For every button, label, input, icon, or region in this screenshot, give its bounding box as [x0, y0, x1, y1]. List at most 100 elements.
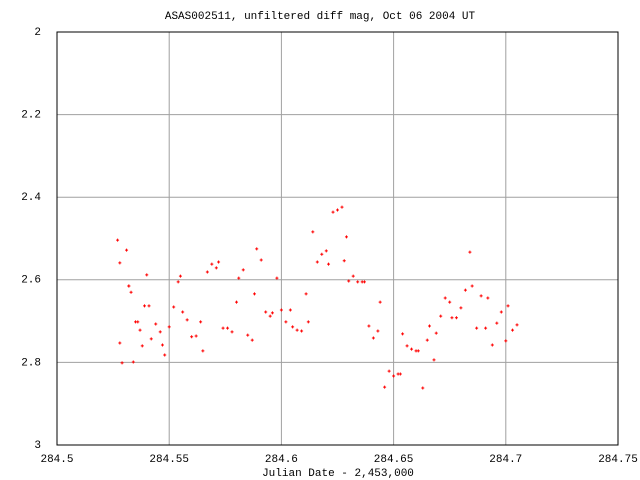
- data-point: [160, 343, 164, 347]
- data-point: [410, 347, 414, 351]
- y-tick-label: 3: [34, 440, 41, 452]
- data-point: [454, 316, 458, 320]
- data-point: [237, 276, 241, 280]
- data-point: [468, 250, 472, 254]
- data-point: [140, 344, 144, 348]
- data-point: [439, 314, 443, 318]
- data-point: [275, 276, 279, 280]
- data-point: [214, 266, 218, 270]
- data-point: [428, 324, 432, 328]
- data-point: [392, 374, 396, 378]
- data-point: [504, 339, 508, 343]
- data-point: [268, 314, 272, 318]
- data-point: [190, 335, 194, 339]
- data-point: [138, 328, 142, 332]
- y-tick-label: 2.8: [21, 357, 41, 369]
- data-point: [320, 252, 324, 256]
- data-point: [154, 322, 158, 326]
- data-point: [347, 279, 351, 283]
- data-point: [201, 349, 205, 353]
- data-point: [230, 330, 234, 334]
- data-point: [398, 372, 402, 376]
- y-tick-label: 2: [34, 27, 41, 39]
- data-point: [178, 274, 182, 278]
- data-point: [362, 280, 366, 284]
- data-point: [125, 248, 129, 252]
- data-point: [499, 310, 503, 314]
- data-point: [295, 328, 299, 332]
- data-point: [116, 238, 120, 242]
- x-tick-label: 284.75: [598, 454, 638, 466]
- data-point: [235, 300, 239, 304]
- data-point: [486, 296, 490, 300]
- data-point: [252, 292, 256, 296]
- data-point: [149, 337, 153, 341]
- data-point: [340, 205, 344, 209]
- x-tick-label: 284.6: [265, 454, 298, 466]
- data-point: [284, 320, 288, 324]
- x-tick-label: 284.65: [374, 454, 414, 466]
- x-tick-label: 284.7: [489, 454, 522, 466]
- x-axis-label: Julian Date - 2,453,000: [262, 468, 414, 480]
- data-point: [351, 274, 355, 278]
- data-point: [172, 305, 176, 309]
- data-point: [495, 321, 499, 325]
- data-point: [221, 326, 225, 330]
- data-point: [226, 326, 230, 330]
- data-point: [304, 292, 308, 296]
- data-point: [387, 369, 391, 373]
- data-point: [279, 308, 283, 312]
- data-point: [136, 320, 140, 324]
- data-point: [306, 320, 310, 324]
- data-point: [344, 235, 348, 239]
- y-tick-label: 2.6: [21, 275, 41, 287]
- data-point: [181, 310, 185, 314]
- data-point: [376, 329, 380, 333]
- data-point: [331, 210, 335, 214]
- data-point: [371, 336, 375, 340]
- data-point: [147, 304, 151, 308]
- data-point: [416, 349, 420, 353]
- data-point: [217, 260, 221, 264]
- data-point: [205, 270, 209, 274]
- data-point: [324, 249, 328, 253]
- data-point: [300, 329, 304, 333]
- data-point: [176, 280, 180, 284]
- data-point: [158, 330, 162, 334]
- data-point: [163, 353, 167, 357]
- data-point: [127, 284, 131, 288]
- data-point: [143, 304, 147, 308]
- data-point: [291, 325, 295, 329]
- data-point: [432, 358, 436, 362]
- data-point: [167, 325, 171, 329]
- data-point: [194, 334, 198, 338]
- data-point: [443, 296, 447, 300]
- data-point: [434, 331, 438, 335]
- data-point: [515, 323, 519, 327]
- data-point: [255, 247, 259, 251]
- data-point: [425, 338, 429, 342]
- data-point: [131, 360, 135, 364]
- data-point: [129, 290, 133, 294]
- data-point: [185, 318, 189, 322]
- data-point: [475, 326, 479, 330]
- data-point: [270, 311, 274, 315]
- x-tick-label: 284.5: [40, 454, 73, 466]
- data-point: [459, 306, 463, 310]
- data-point: [490, 343, 494, 347]
- data-point: [463, 288, 467, 292]
- data-point: [383, 385, 387, 389]
- data-point: [405, 344, 409, 348]
- data-point: [118, 261, 122, 265]
- data-point: [421, 386, 425, 390]
- data-point: [199, 320, 203, 324]
- y-tick-label: 2.2: [21, 110, 41, 122]
- data-point: [210, 262, 214, 266]
- data-point: [120, 361, 124, 365]
- data-point: [479, 294, 483, 298]
- data-point: [511, 328, 515, 332]
- data-point: [342, 259, 346, 263]
